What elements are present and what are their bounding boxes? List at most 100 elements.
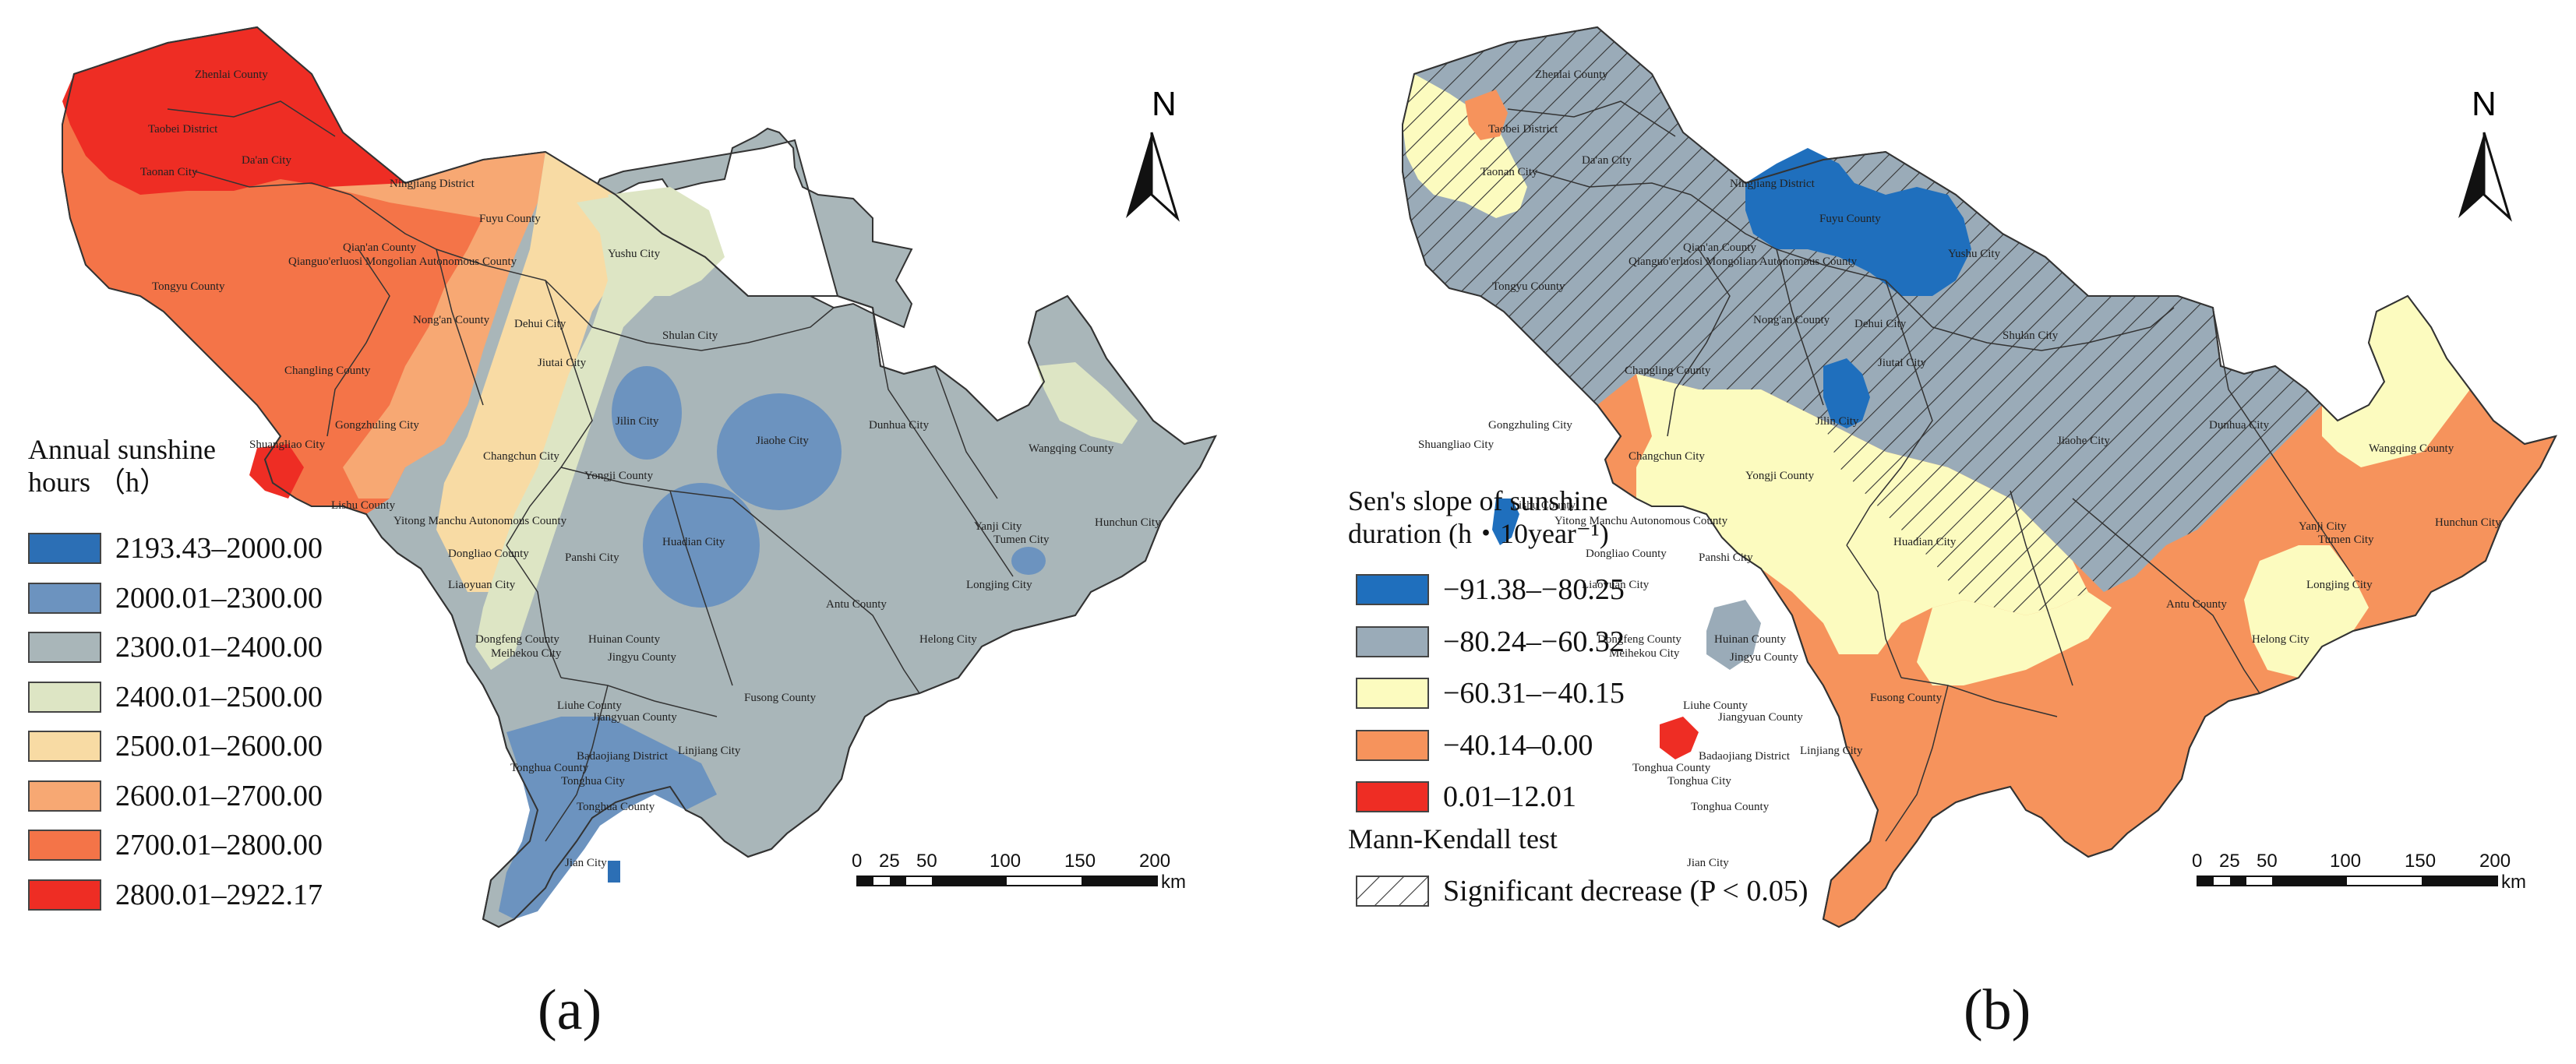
a-legend-row: 2193.43–2000.00 <box>28 530 323 567</box>
label-dunhua-b: Dunhua City <box>2209 419 2270 432</box>
label-lishu-b: Lishu County <box>1512 499 1576 512</box>
zone-b-blue-lishu <box>1492 499 1519 545</box>
zone-b-yellow-hatch-taonan <box>1403 74 1527 218</box>
a-legend-label: 2500.01–2600.00 <box>115 730 323 763</box>
a-legend-swatch <box>28 830 101 861</box>
label-fuyu-a: Fuyu County <box>479 213 541 225</box>
province-b-outline <box>1402 26 2557 928</box>
scale-tick-100-b: 100 <box>2330 851 2361 872</box>
label-yongji-b: Yongji County <box>1745 470 1815 482</box>
label-jingyu-b: Jingyu County <box>1730 651 1798 664</box>
label-tongyu-b: Tongyu County <box>1492 280 1565 293</box>
zone-a-north-red <box>62 27 405 195</box>
label-wangqing-a: Wangqing County <box>1029 442 1114 455</box>
label-changling-b: Changling County <box>1625 365 1711 377</box>
label-dongliao-a: Dongliao County <box>448 548 529 560</box>
legend-title-a-line1: Annual sunshine <box>28 434 216 465</box>
label-tongyu-a: Tongyu County <box>152 280 225 293</box>
north-arrow-a: N <box>1126 85 1180 222</box>
map-panel-b: Zhenlai County Taobei District Taonan Ci… <box>1402 26 2557 928</box>
zone-b-gray-hatch <box>1403 27 2322 592</box>
a-legend-label: 2600.01–2700.00 <box>115 779 323 812</box>
scale-tick-200-b: 200 <box>2479 851 2511 872</box>
label-jilin-a: Jilin City <box>616 415 659 428</box>
label-panshi-a: Panshi City <box>565 551 619 564</box>
label-fusong-b: Fusong County <box>1870 692 1943 704</box>
label-dunhua-a: Dunhua City <box>869 419 930 432</box>
scale-bar-a: 0 25 50 100 150 200 km <box>852 851 1186 893</box>
hatch-swatch <box>1356 876 1429 907</box>
a-legend-swatch <box>28 731 101 762</box>
a-legend-swatch <box>28 780 101 812</box>
scale-tick-25-b: 25 <box>2219 851 2240 872</box>
label-changchun-a: Changchun City <box>483 450 559 463</box>
label-fusong-a: Fusong County <box>744 692 817 704</box>
label-yanji-a: Yanji City <box>974 520 1022 533</box>
label-tonghuacounty-a: Tonghua County <box>510 762 589 774</box>
b-legend-row: −60.31–−40.15 <box>1356 675 1625 712</box>
label-tumen-b: Tumen City <box>2318 534 2374 546</box>
label-liaoyuan-b: Liaoyuan City <box>1582 579 1650 591</box>
scale-tick-150-a: 150 <box>1064 851 1096 872</box>
label-dongfeng-b: Dongfeng County <box>1597 633 1681 646</box>
a-legend-swatch <box>28 681 101 713</box>
legend-title-b-line1: Sen's slope of sunshine <box>1348 485 1608 516</box>
scale-tick-150-b: 150 <box>2405 851 2436 872</box>
label-dongliao-b: Dongliao County <box>1586 548 1667 560</box>
label-liaoyuan-a: Liaoyuan City <box>448 579 516 591</box>
a-legend-label: 2800.01–2922.17 <box>115 878 323 911</box>
b-legend-swatch <box>1356 574 1429 605</box>
county-boundaries-b <box>1507 100 2354 842</box>
a-legend-row: 2000.01–2300.00 <box>28 580 323 617</box>
zone-a-pale-green <box>475 195 678 670</box>
label-changchun-b: Changchun City <box>1629 450 1705 463</box>
b-legend-row: −80.24–−60.32 <box>1356 623 1625 661</box>
a-legend-swatch <box>28 533 101 564</box>
label-helong-b: Helong City <box>2252 633 2310 646</box>
zone-a-light-orange <box>327 152 545 499</box>
label-gongzhuling-b: Gongzhuling City <box>1488 419 1572 432</box>
label-jiangyuan-a: Jiangyuan County <box>592 711 677 724</box>
province-a-outline <box>62 26 1217 928</box>
label-yitong-a: Yitong Manchu Autonomous County <box>393 515 567 527</box>
label-meihekou-b: Meihekou City <box>1609 647 1680 660</box>
scale-tick-200-a: 200 <box>1139 851 1170 872</box>
a-legend-swatch <box>28 632 101 663</box>
b-legend-swatch <box>1356 781 1429 812</box>
b-legend-row: −91.38–−80.25 <box>1356 571 1625 608</box>
scale-tick-25-a: 25 <box>879 851 900 872</box>
scale-tick-50-a: 50 <box>916 851 937 872</box>
label-shuangliao-a: Shuangliao City <box>249 439 326 451</box>
label-nongan-b: Nong'an County <box>1753 314 1830 326</box>
label-taonan-b: Taonan City <box>1480 166 1538 178</box>
b-legend-row: 0.01–12.01 <box>1356 778 1576 816</box>
label-shuangliao-b: Shuangliao City <box>1418 439 1494 451</box>
b-legend-label: −80.24–−60.32 <box>1443 625 1625 658</box>
panel-label-b: (b) <box>1964 978 2031 1042</box>
label-yushu-b: Yushu City <box>1948 248 2001 260</box>
north-letter-b: N <box>2472 85 2497 123</box>
zone-b-yellow-wangqing <box>2322 296 2470 467</box>
a-legend-swatch <box>28 582 101 614</box>
label-ningjiang-b: Ningjiang District <box>1730 178 1816 190</box>
label-lishu-a: Lishu County <box>331 499 396 512</box>
b-legend-label: −40.14–0.00 <box>1443 728 1593 762</box>
label-tonghuacity-a: Tonghua City <box>561 775 625 787</box>
label-longjing-b: Longjing City <box>2306 579 2373 591</box>
label-fuyu-b: Fuyu County <box>1819 213 1881 225</box>
label-linjiang-a: Linjiang City <box>678 745 741 757</box>
label-dongfeng-a: Dongfeng County <box>475 633 559 646</box>
a-legend-swatch <box>28 879 101 911</box>
map-panel-a: Zhenlai County Taobei District Taonan Ci… <box>62 26 1217 928</box>
label-jian-a: Jian City <box>565 857 607 869</box>
zone-a-jiaohe-blue <box>717 393 842 510</box>
scale-unit-a: km <box>1161 872 1186 893</box>
label-meihekou-a: Meihekou City <box>491 647 562 660</box>
b-legend-swatch <box>1356 678 1429 709</box>
label-jiangyuan-b: Jiangyuan County <box>1718 711 1803 724</box>
label-jiaohe-b: Jiaohe City <box>2057 435 2110 447</box>
b-legend-label: 0.01–12.01 <box>1443 780 1576 813</box>
label-tonghuacity-b: Tonghua City <box>1667 775 1731 787</box>
a-legend-row: 2800.01–2922.17 <box>28 876 323 914</box>
